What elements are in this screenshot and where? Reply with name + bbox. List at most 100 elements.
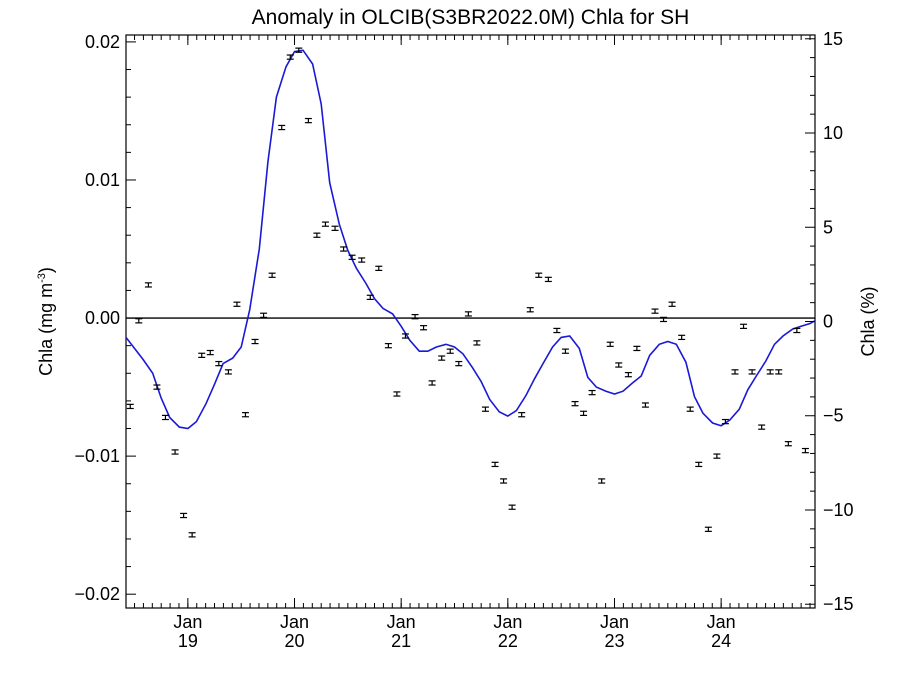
data-point [180,512,188,519]
x-tick-month: Jan [493,612,522,632]
x-tick-year: 20 [285,631,305,651]
data-point [544,276,552,283]
data-point [206,349,214,356]
x-tick-year: 19 [178,631,198,651]
right-tick-label: 10 [823,123,843,143]
data-point [588,389,596,396]
right-axis-label: Chla (%) [858,286,878,356]
data-point [321,221,329,227]
right-tick-label: 0 [823,312,833,332]
data-point [481,406,489,412]
data-point [268,272,276,278]
data-point [784,441,792,447]
data-point [153,384,161,390]
data-point [233,301,241,307]
data-point [161,414,169,421]
data-point [198,352,206,358]
left-tick-label: −0.02 [74,584,120,604]
data-point [606,341,614,347]
left-axis-label: Chla (mg m-3) [36,267,56,376]
data-point [375,265,383,272]
x-tick-year: 24 [711,631,731,651]
data-point [598,478,606,484]
data-point [428,380,436,386]
right-axis: 15 10 5 0 −5 −10 −15 [805,29,854,614]
data-point [651,308,659,314]
data-point [401,333,409,339]
data-point [188,532,196,538]
data-point [775,369,783,375]
data-point [446,348,454,354]
data-point [695,461,703,468]
series-line [125,49,816,430]
data-point [358,257,366,263]
x-tick-year: 23 [604,631,624,651]
data-point [420,325,428,331]
right-tick-label: 5 [823,217,833,237]
plot-frame [125,34,816,609]
data-point [464,311,472,317]
data-points [126,47,809,538]
left-axis: 0.02 0.01 0.00 −0.01 −0.02 [74,32,136,604]
data-point [340,246,348,252]
left-tick-label: 0.00 [85,308,120,328]
data-point [251,338,259,345]
data-point [144,282,152,288]
data-point [411,313,419,320]
data-point [260,312,268,318]
data-point [624,371,632,378]
data-point [455,360,463,367]
left-tick-label: 0.01 [85,170,120,190]
data-point [801,447,809,454]
data-point [660,316,668,323]
left-axis-label-close: ) [36,267,56,273]
data-point [758,424,766,430]
data-point [633,345,641,352]
data-point [224,369,232,375]
x-tick-month: Jan [600,612,629,632]
data-point [331,225,339,231]
left-axis-label-main: Chla (mg m [36,283,56,376]
data-point [286,54,294,60]
data-point [615,362,623,368]
left-axis-label-superscript: -3 [36,273,48,283]
data-point [366,294,374,301]
data-point [473,340,481,346]
data-point [580,410,588,416]
left-tick-label: 0.02 [85,32,120,52]
data-point [171,449,179,455]
data-point [518,412,526,418]
data-point [313,232,321,238]
data-point [278,124,286,131]
plot-area [125,34,816,609]
data-point [500,478,508,484]
data-point [348,254,356,260]
data-point [704,526,712,532]
data-point [491,461,499,468]
x-tick-month: Jan [707,612,736,632]
data-point [731,369,739,375]
right-tick-label: 15 [823,29,843,49]
data-point [721,418,729,425]
chart-title: Anomaly in OLCIB(S3BR2022.0M) Chla for S… [252,6,690,29]
data-point [384,342,392,349]
x-tick-year: 22 [498,631,518,651]
data-point [526,307,534,313]
data-point [553,327,561,334]
data-point [295,47,303,53]
data-point [686,406,694,412]
data-point [438,355,446,361]
data-point [641,402,649,408]
right-tick-label: −10 [823,500,854,520]
data-point [561,348,569,354]
data-point [740,323,748,330]
x-tick-month: Jan [173,612,202,632]
data-point [135,318,143,324]
data-point [535,272,543,278]
data-point [678,334,686,341]
right-tick-label: −5 [823,406,844,426]
data-point [241,412,249,418]
x-tick-month: Jan [387,612,416,632]
